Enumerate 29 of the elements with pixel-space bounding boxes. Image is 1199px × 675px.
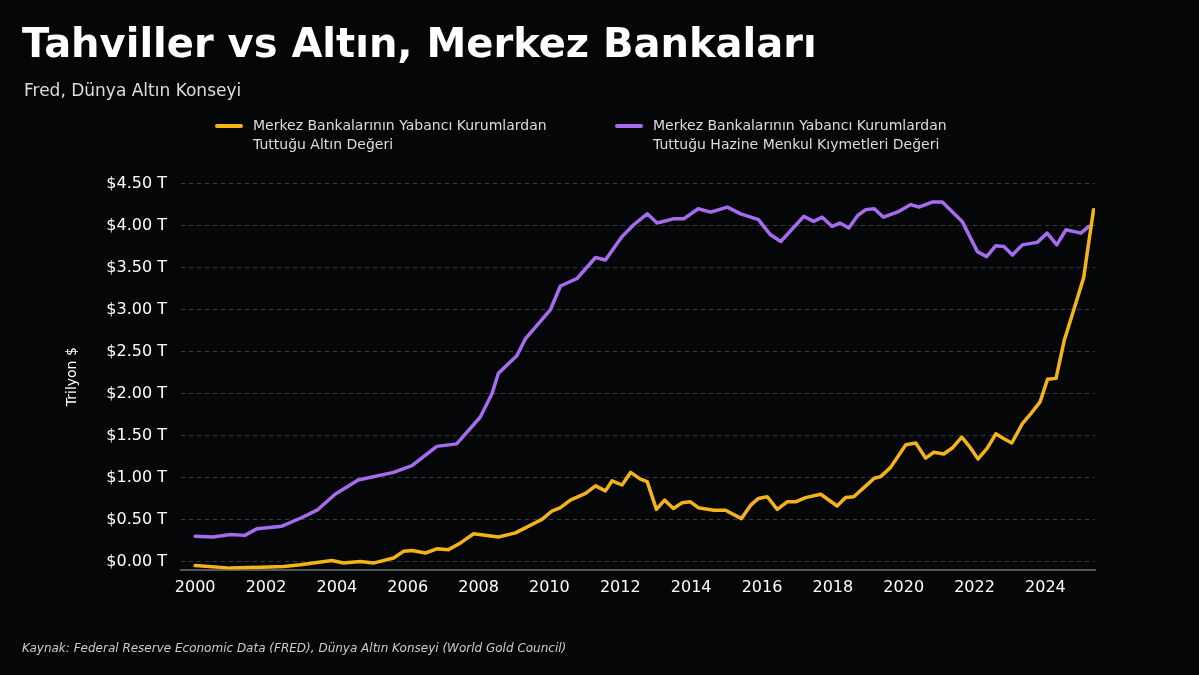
x-tick-label: 2024 [1025,576,1066,596]
chart-subtitle: Fred, Dünya Altın Konseyi [24,80,242,100]
legend-label: Merkez Bankalarının Yabancı Kurumlardan Tuttuğu Hazine Menkul Kıymetleri Değeri [653,116,948,154]
x-tick-label: 2014 [670,576,712,596]
x-tick-label: 2016 [741,576,783,596]
y-tick-label: $2.00 T [106,382,168,402]
legend-label: Merkez Bankalarının Yabancı Kurumlardan Tuttuğu Altın Değeri [253,116,548,154]
y-tick-label: $3.00 T [106,298,168,318]
y-tick-label: $0.00 T [106,550,168,570]
x-tick-label: 2018 [812,576,854,596]
x-tick-label: 2008 [458,576,499,596]
x-tick-label: 2020 [883,576,925,596]
y-tick-label: $3.50 T [106,256,168,276]
x-tick-label: 2010 [529,576,570,596]
y-axis-title: Trilyon $ [63,347,80,408]
x-tick-label: 2006 [387,576,429,596]
y-tick-label: $1.50 T [106,424,168,444]
x-tick-label: 2022 [954,576,995,596]
x-tick-label: 2004 [316,576,358,596]
y-tick-label: $4.00 T [106,214,168,234]
chart-title: Tahviller vs Altın, Merkez Bankaları [22,20,817,66]
x-tick-label: 2012 [599,576,641,596]
y-tick-label: $2.50 T [106,340,168,360]
y-tick-label: $0.50 T [106,508,168,528]
y-tick-label: $1.00 T [106,466,168,486]
x-tick-label: 2000 [174,576,216,596]
text: Kaynak: Federal Reserve Economic Data (FRED), Dünya Altın Konseyi (World Gold Council) [22,641,567,655]
y-tick-label: $4.50 T [106,172,168,192]
x-tick-label: 2002 [245,576,287,596]
